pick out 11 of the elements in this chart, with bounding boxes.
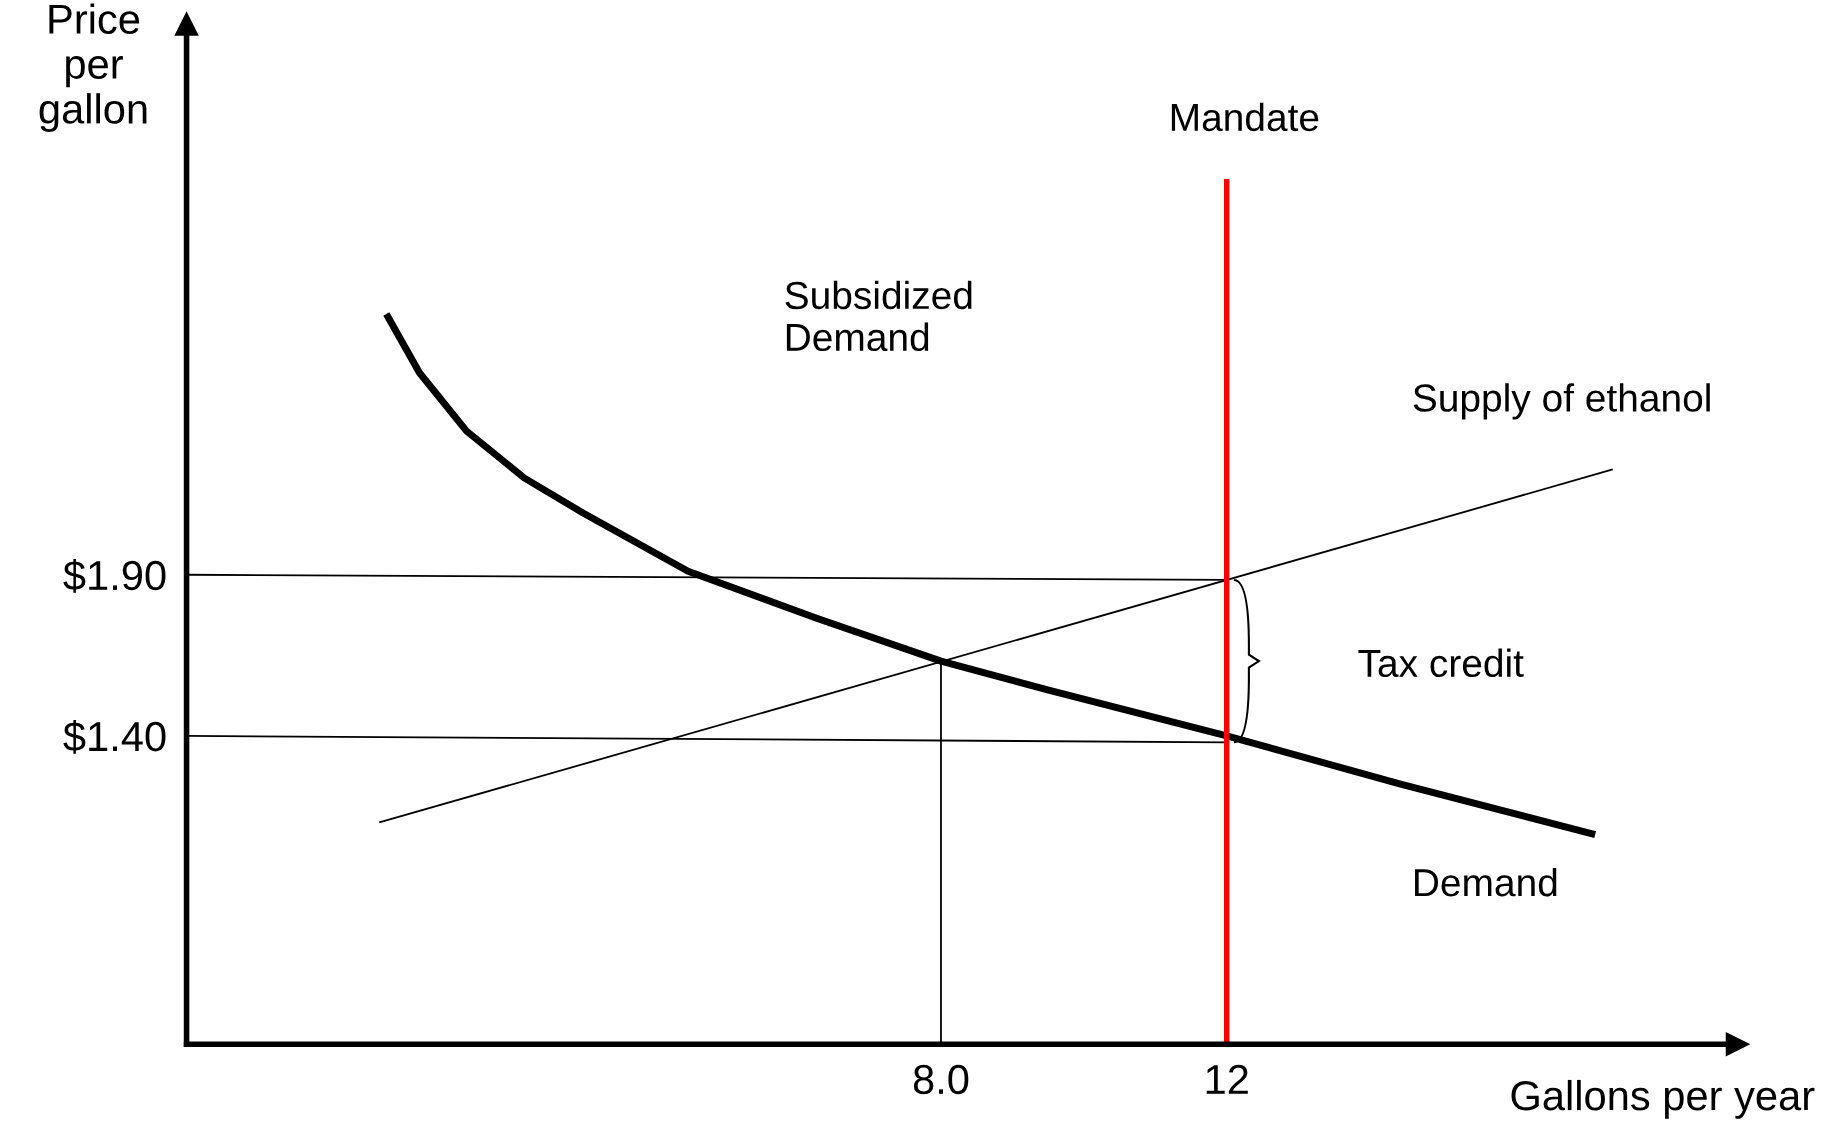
annotation: Subsidized Demand: [785, 280, 972, 352]
annotation: Tax credit: [1358, 648, 1524, 678]
x-tick-label: 8.0: [913, 1064, 969, 1095]
annotation: Supply of ethanol: [1413, 383, 1710, 420]
y-tick-label: $1.90: [63, 559, 166, 593]
x-tick-label: 12: [1206, 1064, 1248, 1094]
annotation: Mandate: [1171, 102, 1319, 132]
y-axis-title: Price per gallon: [39, 3, 147, 133]
x-axis-title: Gallons per year: [1511, 1079, 1815, 1119]
annotation: Demand: [1415, 867, 1557, 897]
y-tick-label: $1.40: [63, 720, 166, 754]
